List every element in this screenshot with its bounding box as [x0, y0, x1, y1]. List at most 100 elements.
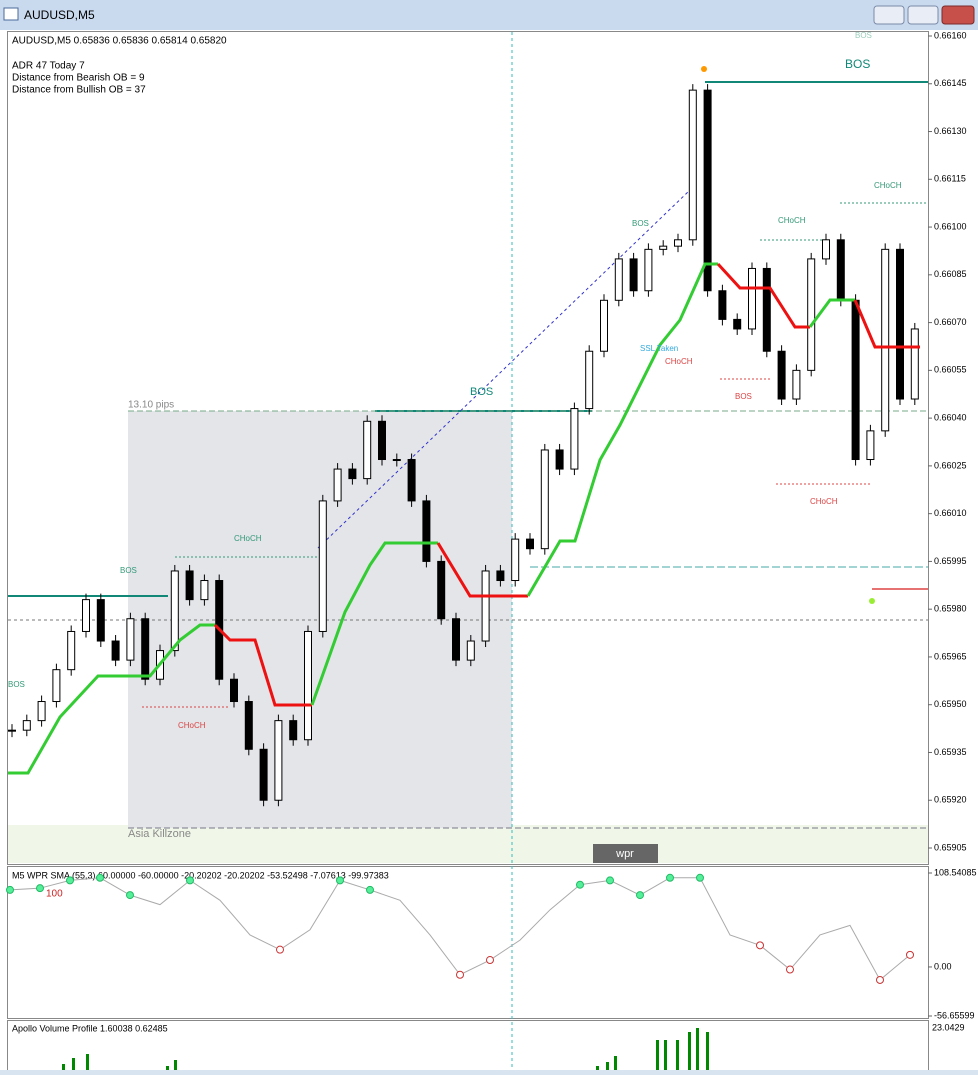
chart-header: AUDUSD,M5 0.65836 0.65836 0.65814 0.6582…: [12, 36, 227, 47]
candle: [570, 408, 579, 470]
candle: [614, 258, 623, 301]
candle: [126, 618, 135, 661]
y-tick-label: 0.65980: [934, 604, 967, 614]
candle: [748, 267, 756, 330]
trend-line: [317, 189, 691, 549]
candle: [52, 669, 61, 703]
annotation: 13.10 pips: [128, 400, 174, 411]
candles: [8, 84, 919, 807]
wpr-point: [666, 873, 674, 882]
candle: [392, 459, 401, 462]
wpr-point: [456, 970, 464, 979]
trend-up: [526, 262, 718, 597]
volume-panel: [7, 1020, 929, 1075]
wpr-point: [6, 885, 14, 894]
wpr-point: [606, 876, 614, 885]
y-tick-label: 0.66010: [934, 508, 967, 518]
candle: [304, 630, 312, 741]
trend-down: [853, 299, 920, 349]
candle: [851, 299, 860, 461]
candle: [141, 618, 150, 680]
annotation: BOS: [845, 57, 870, 71]
y-tick-label: 0.66040: [934, 412, 967, 422]
candle: [481, 570, 490, 642]
trend-down: [436, 542, 528, 598]
candle: [496, 570, 505, 582]
candle: [511, 538, 520, 582]
candle: [452, 618, 460, 661]
wpr-point: [276, 945, 284, 954]
candle: [674, 239, 682, 247]
wpr-point: [696, 873, 704, 882]
annotation: CHoCH: [665, 357, 693, 366]
candle: [540, 449, 549, 550]
indicator-button[interactable]: [593, 844, 658, 863]
wpr-header: M5 WPR SMA (55,3) 60.00000 -60.00000 -20…: [12, 870, 389, 880]
annotation: BOS: [632, 219, 649, 228]
wpr-point: [756, 941, 764, 950]
trend-up: [808, 298, 855, 328]
info-line: Distance from Bearish OB = 9: [12, 73, 145, 84]
candle: [230, 678, 238, 703]
annotation: BOS: [8, 680, 25, 689]
trend-down: [716, 262, 810, 329]
candle: [244, 701, 253, 750]
wpr-point: [336, 876, 344, 885]
trend-up: [310, 541, 438, 706]
candle: [82, 599, 90, 632]
candle: [866, 430, 875, 461]
title-bar: [0, 0, 978, 30]
y-tick-label: 0.66160: [934, 30, 967, 40]
y-tick-label: 0.65905: [934, 842, 967, 852]
candle: [466, 640, 475, 661]
y-tick-label: 0.65950: [934, 699, 967, 709]
wpr-point: [126, 891, 134, 900]
candle: [259, 748, 268, 801]
wpr-point: [366, 885, 374, 894]
candle: [659, 245, 668, 250]
candle: [318, 500, 327, 632]
candle: [378, 420, 386, 461]
candle: [762, 267, 771, 352]
candle: [585, 350, 594, 410]
y-tick-label: 0.66085: [934, 269, 967, 279]
annotation: BOS: [735, 392, 752, 401]
wpr-point: [186, 876, 194, 885]
y-tick-label: 0.66115: [934, 174, 966, 184]
swing-dot: [701, 66, 707, 72]
candle: [629, 258, 638, 292]
trend-up: [8, 623, 215, 775]
candle: [274, 720, 283, 801]
wpr-point: [96, 873, 104, 882]
minimize-button[interactable]: [873, 5, 905, 25]
y-tick-label: 0.66055: [934, 365, 967, 375]
y-tick-label: 0.65935: [934, 747, 967, 757]
window-title: AUDUSD,M5: [24, 8, 95, 22]
wpr-point: [876, 975, 884, 984]
candle: [777, 350, 786, 400]
close-button[interactable]: [941, 5, 975, 25]
info-line: ADR 47 Today 7: [12, 61, 85, 72]
wpr-tick-label: 0.00: [934, 961, 952, 971]
candle: [96, 599, 105, 642]
annotation: SSL Taken: [640, 344, 678, 353]
candle: [822, 239, 830, 260]
wpr-point: [906, 950, 914, 959]
swing-dot: [869, 598, 875, 604]
y-tick-label: 0.66145: [934, 78, 967, 88]
annotation: BOS: [120, 566, 137, 575]
candle: [526, 538, 534, 550]
candle: [836, 239, 845, 301]
wpr-point: [576, 880, 584, 889]
candle: [703, 89, 712, 292]
main-panel: [7, 31, 929, 865]
y-tick-label: 0.66100: [934, 221, 967, 231]
maximize-button[interactable]: [907, 5, 939, 25]
y-tick-label: 0.65995: [934, 556, 967, 566]
annotation: CHoCH: [874, 181, 902, 190]
annotation: CHoCH: [234, 534, 262, 543]
candle: [733, 318, 742, 330]
candle: [600, 299, 608, 352]
y-tick-label: 0.65965: [934, 651, 967, 661]
